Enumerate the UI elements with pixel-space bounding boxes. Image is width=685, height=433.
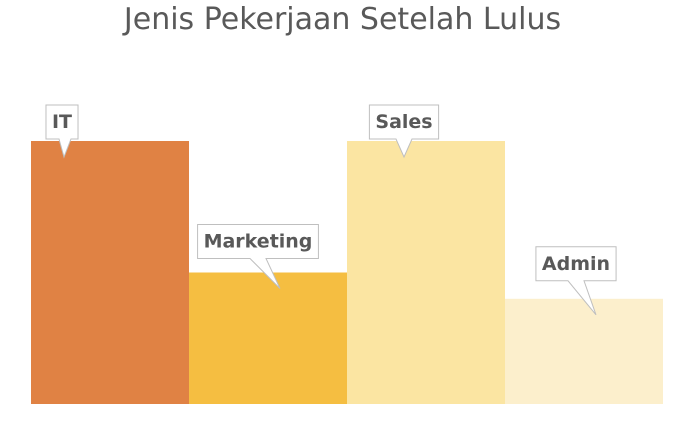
bar-it bbox=[31, 141, 189, 404]
data-label-it: IT bbox=[45, 104, 79, 159]
data-label-admin: Admin bbox=[535, 246, 617, 316]
data-labels: IT Marketing Sales Admin bbox=[45, 104, 617, 316]
data-label-marketing: Marketing bbox=[197, 224, 319, 289]
data-label-callout-box bbox=[197, 224, 319, 289]
bar-sales bbox=[347, 141, 505, 404]
bar-marketing bbox=[189, 272, 347, 404]
data-label-text: Admin bbox=[542, 253, 610, 275]
data-label-text: Sales bbox=[375, 111, 432, 133]
data-label-callout-box bbox=[535, 246, 617, 316]
data-label-callout-box bbox=[45, 104, 79, 159]
bar-admin bbox=[505, 298, 663, 404]
data-label-text: IT bbox=[52, 111, 72, 133]
bars bbox=[31, 141, 663, 404]
data-label-sales: Sales bbox=[368, 104, 440, 159]
data-label-text: Marketing bbox=[204, 231, 313, 253]
chart-title: Jenis Pekerjaan Setelah Lulus bbox=[123, 2, 562, 37]
data-label-callout-box bbox=[368, 104, 440, 159]
